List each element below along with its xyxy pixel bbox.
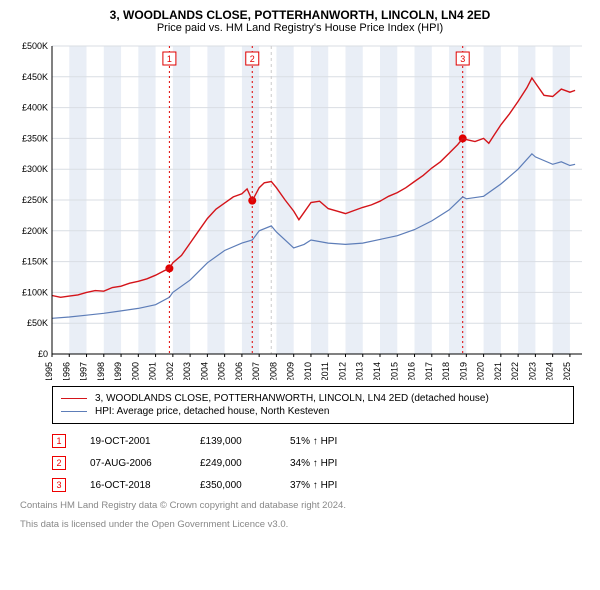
- event-price: £139,000: [200, 436, 290, 447]
- svg-text:£450K: £450K: [22, 72, 48, 82]
- svg-text:£50K: £50K: [27, 318, 48, 328]
- event-date: 07-AUG-2006: [90, 458, 200, 469]
- event-date: 19-OCT-2001: [90, 436, 200, 447]
- svg-text:1: 1: [167, 54, 172, 64]
- svg-text:2000: 2000: [130, 362, 140, 380]
- svg-text:1996: 1996: [61, 362, 71, 380]
- svg-text:2005: 2005: [217, 362, 227, 380]
- svg-text:£200K: £200K: [22, 226, 48, 236]
- svg-text:2019: 2019: [458, 362, 468, 380]
- svg-text:£500K: £500K: [22, 41, 48, 51]
- footer-line-2: This data is licensed under the Open Gov…: [20, 519, 580, 532]
- svg-text:2020: 2020: [476, 362, 486, 380]
- svg-text:£150K: £150K: [22, 257, 48, 267]
- svg-text:2018: 2018: [441, 362, 451, 380]
- event-row: 3 16-OCT-2018 £350,000 37% ↑ HPI: [52, 478, 574, 492]
- svg-text:1998: 1998: [96, 362, 106, 380]
- svg-text:£400K: £400K: [22, 103, 48, 113]
- event-marker-2: 2: [52, 456, 66, 470]
- svg-text:2014: 2014: [372, 362, 382, 380]
- svg-text:2002: 2002: [165, 362, 175, 380]
- svg-text:£100K: £100K: [22, 287, 48, 297]
- footer-line-1: Contains HM Land Registry data © Crown c…: [20, 500, 580, 513]
- legend-item-series-2: HPI: Average price, detached house, Nort…: [61, 406, 565, 417]
- svg-text:£0: £0: [38, 349, 48, 359]
- event-diff: 51% ↑ HPI: [290, 436, 337, 447]
- legend-item-series-1: 3, WOODLANDS CLOSE, POTTERHANWORTH, LINC…: [61, 393, 565, 404]
- event-date: 16-OCT-2018: [90, 480, 200, 491]
- chart-title: 3, WOODLANDS CLOSE, POTTERHANWORTH, LINC…: [10, 8, 590, 22]
- svg-text:2013: 2013: [355, 362, 365, 380]
- event-row: 1 19-OCT-2001 £139,000 51% ↑ HPI: [52, 434, 574, 448]
- svg-text:2009: 2009: [286, 362, 296, 380]
- svg-text:2025: 2025: [562, 362, 572, 380]
- event-row: 2 07-AUG-2006 £249,000 34% ↑ HPI: [52, 456, 574, 470]
- svg-text:£300K: £300K: [22, 164, 48, 174]
- svg-text:2: 2: [250, 54, 255, 64]
- svg-text:3: 3: [460, 54, 465, 64]
- svg-text:2004: 2004: [199, 362, 209, 380]
- svg-text:2022: 2022: [510, 362, 520, 380]
- svg-text:2007: 2007: [251, 362, 261, 380]
- svg-text:2015: 2015: [389, 362, 399, 380]
- event-marker-3: 3: [52, 478, 66, 492]
- svg-text:2010: 2010: [303, 362, 313, 380]
- svg-text:£350K: £350K: [22, 133, 48, 143]
- event-diff: 37% ↑ HPI: [290, 480, 337, 491]
- events-list: 1 19-OCT-2001 £139,000 51% ↑ HPI 2 07-AU…: [52, 434, 574, 492]
- svg-text:2021: 2021: [493, 362, 503, 380]
- event-price: £249,000: [200, 458, 290, 469]
- svg-text:2008: 2008: [268, 362, 278, 380]
- chart-area: 1 2 3 £0 £50K £100K £150K £200K £250K £300K £350K £…: [10, 40, 590, 380]
- svg-text:2001: 2001: [148, 362, 158, 380]
- event-price: £350,000: [200, 480, 290, 491]
- svg-text:£250K: £250K: [22, 195, 48, 205]
- legend-label: 3, WOODLANDS CLOSE, POTTERHANWORTH, LINC…: [95, 393, 489, 404]
- svg-text:2016: 2016: [407, 362, 417, 380]
- chart-subtitle: Price paid vs. HM Land Registry's House …: [10, 22, 590, 34]
- svg-text:2023: 2023: [527, 362, 537, 380]
- svg-text:2006: 2006: [234, 362, 244, 380]
- legend-label: HPI: Average price, detached house, Nort…: [95, 406, 329, 417]
- svg-text:1997: 1997: [79, 362, 89, 380]
- legend: 3, WOODLANDS CLOSE, POTTERHANWORTH, LINC…: [52, 386, 574, 424]
- event-marker-1: 1: [52, 434, 66, 448]
- svg-text:2003: 2003: [182, 362, 192, 380]
- svg-text:2017: 2017: [424, 362, 434, 380]
- svg-text:2024: 2024: [545, 362, 555, 380]
- event-diff: 34% ↑ HPI: [290, 458, 337, 469]
- svg-text:2012: 2012: [337, 362, 347, 380]
- svg-text:2011: 2011: [320, 362, 330, 380]
- svg-text:1995: 1995: [44, 362, 54, 380]
- svg-text:1999: 1999: [113, 362, 123, 380]
